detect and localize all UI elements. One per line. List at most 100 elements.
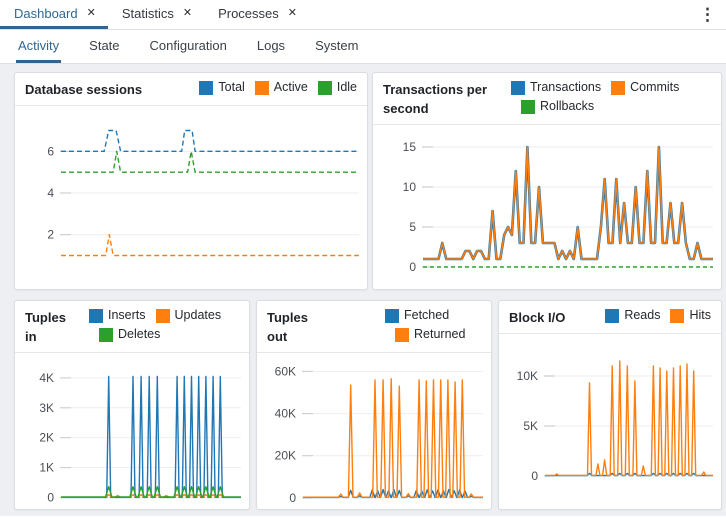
panel-title: Tuples in xyxy=(25,310,66,344)
tab-dashboard[interactable]: Dashboard ✕ xyxy=(0,0,108,29)
panel-header: Transactions per second Transactions Comm… xyxy=(373,73,721,125)
chart-legend: Reads Hits xyxy=(605,308,711,323)
panel-title: Tuples out xyxy=(267,310,308,344)
panel-title: Block I/O xyxy=(509,310,566,325)
legend-swatch-icon xyxy=(317,80,332,95)
block-io-chart: 0 5K 10K xyxy=(499,334,721,494)
legend-label: Transactions xyxy=(530,80,602,94)
tuples-in-chart: 0 1K 2K 3K 4K xyxy=(15,353,249,509)
legend-item: Updates xyxy=(155,308,222,323)
legend-label: Returned xyxy=(414,327,466,341)
svg-text:0: 0 xyxy=(289,491,296,505)
legend-item: Hits xyxy=(670,308,711,323)
legend-swatch-icon xyxy=(611,80,626,95)
tab-dashboard-label: Dashboard xyxy=(14,5,78,21)
legend-label: Idle xyxy=(336,80,357,94)
panel-title: Transactions per second xyxy=(383,82,488,116)
svg-text:4: 4 xyxy=(47,186,54,200)
legend-swatch-icon xyxy=(521,99,535,114)
legend-item: Active xyxy=(254,80,308,95)
legend-label: Hits xyxy=(689,308,711,322)
legend-item: Transactions xyxy=(511,80,601,95)
panel-header: Database sessions Total Active Idle xyxy=(15,73,367,106)
legend-label: Commits xyxy=(630,80,680,94)
panel-block-io: Block I/O Reads Hits 0 5K 10K xyxy=(498,300,722,510)
legend-swatch-icon xyxy=(155,308,170,323)
dashboard-content: Database sessions Total Active Idle 2 4 6 Tr… xyxy=(0,64,726,516)
legend-item: Returned xyxy=(395,327,465,342)
svg-text:3K: 3K xyxy=(39,400,54,414)
legend-swatch-icon xyxy=(385,308,399,323)
legend-item: Deletes xyxy=(99,327,160,342)
svg-text:20K: 20K xyxy=(275,448,296,462)
subtab-activity[interactable]: Activity xyxy=(16,30,62,63)
panel-transactions-per-second: Transactions per second Transactions Comm… xyxy=(372,72,722,290)
panel-header: Block I/O Reads Hits xyxy=(499,301,721,334)
svg-text:1K: 1K xyxy=(39,460,54,474)
legend-swatch-icon xyxy=(511,80,525,95)
legend-swatch-icon xyxy=(670,308,685,323)
svg-text:0: 0 xyxy=(531,469,538,483)
panel-tuples-out: Tuples out Fetched Returned 0 20K 40K 60K xyxy=(256,300,492,510)
subtab-configuration[interactable]: Configuration xyxy=(149,37,227,53)
legend-swatch-icon xyxy=(254,80,269,95)
panel-database-sessions: Database sessions Total Active Idle 2 4 6 xyxy=(14,72,368,290)
svg-text:4K: 4K xyxy=(39,371,54,385)
svg-text:10: 10 xyxy=(403,180,417,194)
legend-label: Fetched xyxy=(404,308,450,322)
panel-tuples-in: Tuples in Inserts Updates Deletes 0 1K 2K 3K 4… xyxy=(14,300,250,510)
tab-processes-label: Processes xyxy=(218,5,279,21)
legend-label: Inserts xyxy=(108,308,146,322)
svg-text:2: 2 xyxy=(47,228,54,242)
svg-text:0: 0 xyxy=(409,260,416,274)
legend-label: Total xyxy=(218,80,245,94)
svg-text:40K: 40K xyxy=(275,406,296,420)
chart-legend: Fetched Returned xyxy=(385,308,481,342)
subtab-state[interactable]: State xyxy=(89,37,120,53)
tab-statistics[interactable]: Statistics ✕ xyxy=(108,0,204,29)
main-tabbar: Dashboard ✕ Statistics ✕ Processes ✕ ⋮ xyxy=(0,0,726,30)
svg-text:15: 15 xyxy=(403,140,417,154)
transactions-per-second-chart: 0 5 10 15 xyxy=(373,125,721,289)
svg-text:5K: 5K xyxy=(523,419,538,433)
tab-statistics-label: Statistics xyxy=(121,5,174,21)
legend-item: Idle xyxy=(317,80,357,95)
legend-swatch-icon xyxy=(99,327,113,342)
panel-header: Tuples in Inserts Updates Deletes xyxy=(15,301,249,353)
chart-legend: Inserts Updates Deletes xyxy=(89,308,239,342)
legend-item: Inserts xyxy=(89,308,146,323)
database-sessions-chart: 2 4 6 xyxy=(15,106,367,288)
panel-title: Database sessions xyxy=(25,82,143,97)
legend-swatch-icon xyxy=(89,308,103,323)
svg-text:60K: 60K xyxy=(275,364,296,378)
legend-label: Deletes xyxy=(118,327,161,341)
chart-legend: Total Active Idle xyxy=(199,80,357,95)
legend-label: Reads xyxy=(624,308,661,322)
legend-item: Total xyxy=(199,80,245,95)
legend-label: Rollbacks xyxy=(540,99,595,113)
legend-item: Reads xyxy=(605,308,660,323)
tab-processes[interactable]: Processes ✕ xyxy=(204,0,309,29)
legend-swatch-icon xyxy=(395,327,409,342)
legend-swatch-icon xyxy=(199,80,214,95)
subtab-system[interactable]: System xyxy=(315,37,359,53)
close-tab-icon[interactable]: ✕ xyxy=(182,6,193,19)
legend-label: Active xyxy=(273,80,308,94)
panel-header: Tuples out Fetched Returned xyxy=(257,301,491,353)
close-tab-icon[interactable]: ✕ xyxy=(86,6,96,19)
svg-text:2K: 2K xyxy=(39,430,54,444)
svg-text:0: 0 xyxy=(47,490,54,504)
svg-text:5: 5 xyxy=(409,220,416,234)
kebab-menu-icon[interactable]: ⋮ xyxy=(699,4,716,24)
close-tab-icon[interactable]: ✕ xyxy=(287,6,297,19)
legend-item: Commits xyxy=(611,80,679,95)
subtab-logs[interactable]: Logs xyxy=(256,37,286,53)
legend-label: Updates xyxy=(174,308,222,322)
legend-item: Rollbacks xyxy=(521,99,594,114)
chart-legend: Transactions Commits Rollbacks xyxy=(511,80,711,114)
svg-text:6: 6 xyxy=(47,144,54,158)
dashboard-subtabbar: Activity State Configuration Logs System xyxy=(0,30,726,64)
legend-item: Fetched xyxy=(385,308,449,323)
svg-text:10K: 10K xyxy=(517,369,538,383)
